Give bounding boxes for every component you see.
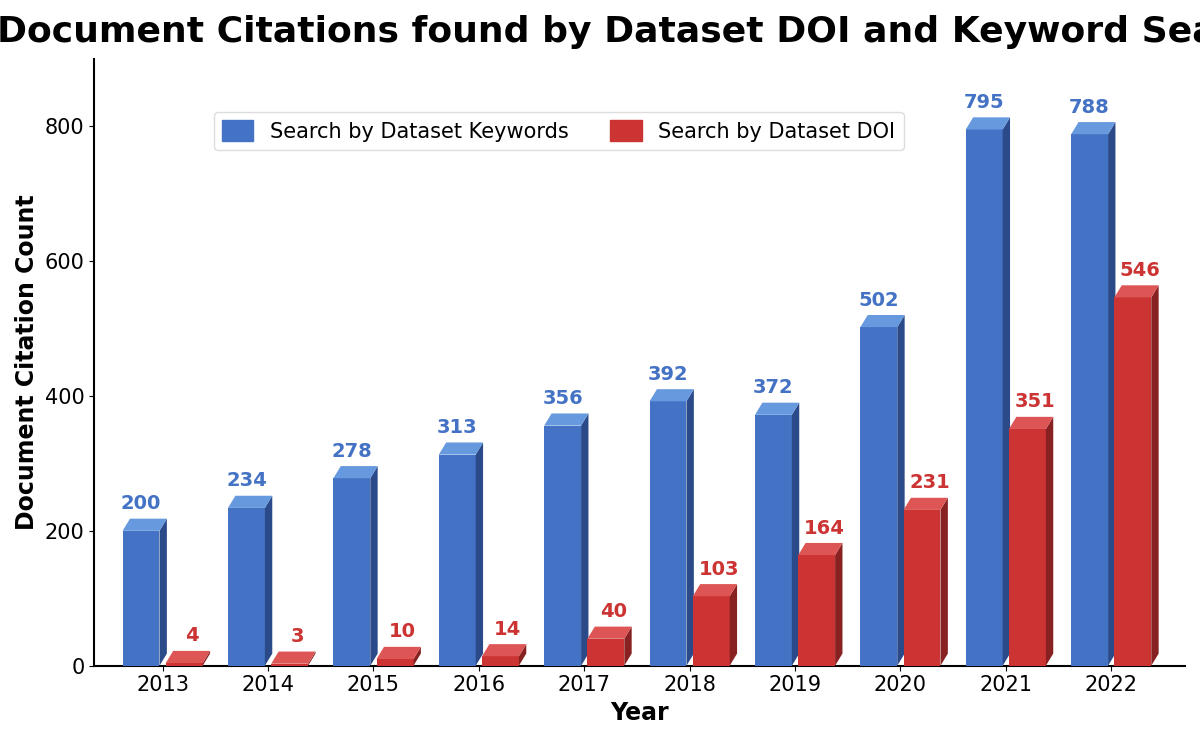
Polygon shape — [518, 644, 527, 666]
Text: 502: 502 — [858, 291, 899, 309]
Polygon shape — [122, 519, 167, 531]
Text: 278: 278 — [331, 442, 372, 461]
Bar — [588, 639, 624, 666]
Text: 313: 313 — [437, 418, 478, 437]
Polygon shape — [265, 496, 272, 666]
Text: 231: 231 — [910, 474, 949, 492]
Bar — [1115, 297, 1151, 666]
Text: 356: 356 — [542, 389, 583, 408]
Polygon shape — [475, 443, 484, 666]
Bar — [482, 656, 518, 666]
Polygon shape — [755, 403, 799, 415]
Bar — [439, 454, 475, 666]
Text: 40: 40 — [600, 602, 626, 621]
Text: 200: 200 — [121, 494, 161, 514]
Polygon shape — [1108, 122, 1116, 666]
Polygon shape — [160, 519, 167, 666]
Polygon shape — [798, 543, 842, 555]
Polygon shape — [588, 627, 631, 639]
Polygon shape — [482, 644, 527, 656]
Text: 10: 10 — [389, 622, 416, 642]
Polygon shape — [228, 496, 272, 508]
Polygon shape — [860, 315, 905, 327]
Polygon shape — [1151, 286, 1159, 666]
Polygon shape — [966, 118, 1010, 130]
Text: 14: 14 — [494, 619, 522, 639]
Polygon shape — [203, 651, 210, 666]
Polygon shape — [544, 414, 588, 425]
Text: 795: 795 — [964, 93, 1004, 112]
Polygon shape — [904, 498, 948, 510]
Bar — [860, 327, 898, 666]
Text: 3: 3 — [290, 628, 304, 646]
Bar — [166, 663, 203, 666]
Bar — [1072, 134, 1108, 666]
Polygon shape — [649, 389, 694, 401]
Polygon shape — [581, 414, 588, 666]
X-axis label: Year: Year — [611, 701, 668, 725]
Bar — [1009, 429, 1046, 666]
Y-axis label: Document Citation Count: Document Citation Count — [16, 195, 40, 530]
Polygon shape — [166, 651, 210, 663]
Polygon shape — [898, 315, 905, 666]
Bar — [544, 425, 581, 666]
Text: 164: 164 — [804, 519, 845, 537]
Text: 234: 234 — [226, 471, 266, 491]
Text: 103: 103 — [698, 559, 739, 579]
Bar — [755, 415, 792, 666]
Polygon shape — [941, 498, 948, 666]
Bar — [966, 130, 1003, 666]
Polygon shape — [686, 389, 694, 666]
Polygon shape — [308, 651, 316, 666]
Text: 4: 4 — [185, 627, 198, 645]
Polygon shape — [334, 466, 378, 478]
Bar — [692, 596, 730, 666]
Polygon shape — [439, 443, 484, 454]
Polygon shape — [1046, 417, 1054, 666]
Bar — [122, 531, 160, 666]
Polygon shape — [1003, 118, 1010, 666]
Polygon shape — [792, 403, 799, 666]
Polygon shape — [1072, 122, 1116, 134]
Polygon shape — [377, 647, 421, 659]
Polygon shape — [1009, 417, 1054, 429]
Polygon shape — [414, 647, 421, 666]
Polygon shape — [730, 584, 737, 666]
Bar — [228, 508, 265, 666]
Title: Document Citations found by Dataset DOI and Keyword Search: Document Citations found by Dataset DOI … — [0, 15, 1200, 49]
Bar — [904, 510, 941, 666]
Text: 351: 351 — [1014, 392, 1055, 411]
Bar — [649, 401, 686, 666]
Polygon shape — [271, 651, 316, 664]
Polygon shape — [1115, 286, 1159, 297]
Text: 392: 392 — [648, 365, 689, 384]
Polygon shape — [624, 627, 631, 666]
Polygon shape — [371, 466, 378, 666]
Legend: Search by Dataset Keywords, Search by Dataset DOI: Search by Dataset Keywords, Search by Da… — [214, 112, 904, 150]
Bar — [377, 659, 414, 666]
Polygon shape — [692, 584, 737, 596]
Bar — [334, 478, 371, 666]
Bar — [798, 555, 835, 666]
Polygon shape — [835, 543, 842, 666]
Bar — [271, 664, 308, 666]
Text: 372: 372 — [754, 378, 793, 397]
Text: 788: 788 — [1069, 98, 1110, 117]
Text: 546: 546 — [1120, 261, 1160, 280]
